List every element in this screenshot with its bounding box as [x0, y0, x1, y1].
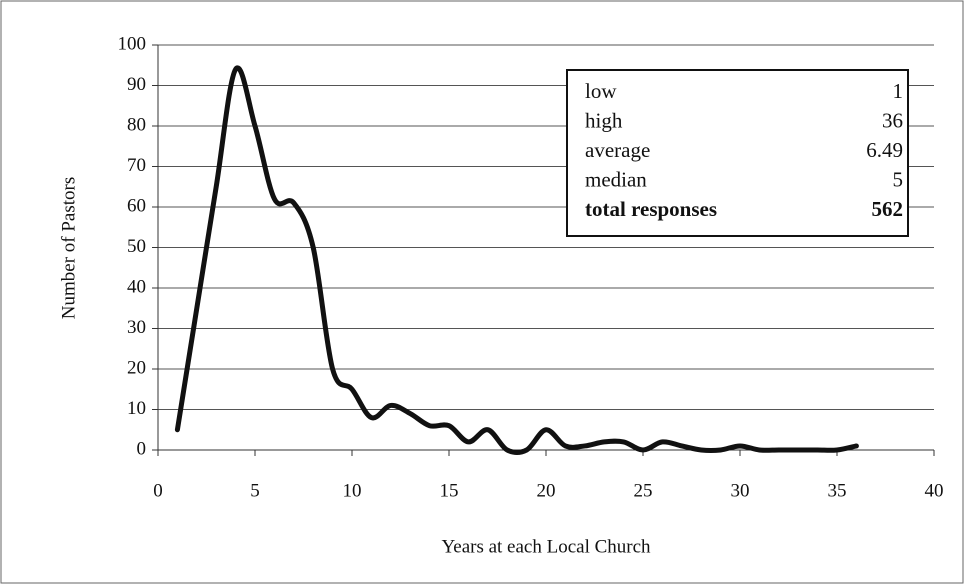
y-tick-label: 90	[127, 74, 146, 95]
y-tick-label: 70	[127, 155, 146, 176]
x-tick-label: 20	[537, 480, 556, 501]
x-tick-label: 0	[153, 480, 163, 501]
y-tick-label: 40	[127, 276, 146, 297]
stats-value: 36	[882, 108, 903, 132]
x-tick-label: 25	[634, 480, 653, 501]
stats-value: 5	[893, 167, 904, 191]
y-tick-label: 10	[127, 398, 146, 419]
y-tick-label: 20	[127, 357, 146, 378]
x-tick-label: 40	[925, 480, 944, 501]
stats-value: 562	[872, 197, 904, 221]
y-tick-label: 0	[137, 438, 147, 459]
x-tick-label: 10	[343, 480, 362, 501]
y-tick-label: 100	[118, 33, 147, 54]
stats-value: 6.49	[866, 138, 903, 162]
data-line	[174, 65, 859, 456]
stats-label: low	[585, 79, 617, 103]
stats-box	[566, 69, 909, 237]
y-axis-label: Number of Pastors	[58, 177, 79, 319]
x-tick-label: 5	[250, 480, 260, 501]
y-tick-label: 50	[127, 236, 146, 257]
y-tick-label: 60	[127, 195, 146, 216]
x-tick-label: 35	[828, 480, 847, 501]
x-tick-label: 15	[440, 480, 459, 501]
y-tick-label: 30	[127, 317, 146, 338]
stats-value: 1	[893, 79, 904, 103]
stats-label: total responses	[585, 197, 717, 221]
stats-label: average	[585, 138, 650, 162]
y-tick-label: 80	[127, 114, 146, 135]
stats-label: high	[585, 108, 623, 132]
x-axis-label: Years at each Local Church	[441, 536, 651, 557]
x-tick-label: 30	[731, 480, 750, 501]
stats-label: median	[585, 167, 647, 191]
